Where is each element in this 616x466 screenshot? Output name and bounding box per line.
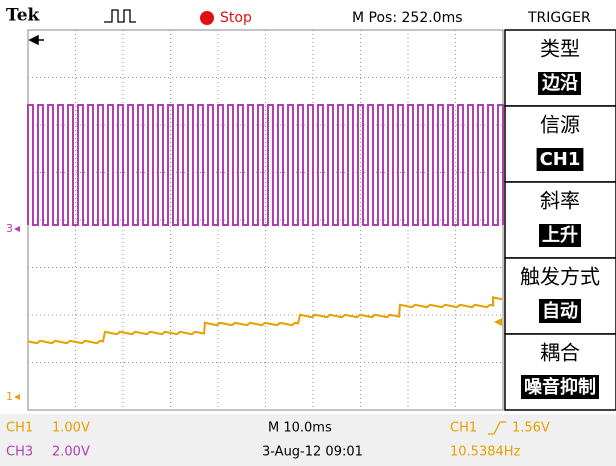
- ch1-label: CH1: [6, 421, 33, 436]
- horizontal-position: M Pos: 252.0ms: [352, 10, 463, 26]
- stop-icon: [200, 11, 214, 25]
- menu-label: 耦合: [540, 341, 580, 365]
- timebase: M 10.0ms: [268, 421, 332, 436]
- menu-label: 类型: [540, 37, 580, 61]
- frequency: 10.5384Hz: [450, 445, 521, 460]
- ch1-scale: 1.00V: [52, 421, 90, 436]
- menu-value: 自动: [542, 300, 578, 322]
- menu-label: 触发方式: [520, 265, 600, 289]
- trigger-level: 1.56V: [512, 421, 550, 436]
- menu-title: TRIGGER: [527, 10, 591, 26]
- menu-value: 噪音抑制: [524, 376, 596, 398]
- menu-value: CH1: [540, 149, 581, 170]
- oscilloscope-screen: Tek Stop M Pos: 252.0ms TRIGGER 3 1 类型边沿…: [0, 0, 616, 466]
- ch1-marker: 1: [6, 390, 13, 403]
- brand: Tek: [6, 6, 41, 26]
- page: Tek Stop M Pos: 252.0ms TRIGGER 3 1 类型边沿…: [0, 0, 616, 466]
- run-state: Stop: [220, 10, 252, 26]
- menu-value: 边沿: [541, 73, 578, 94]
- ch3-scale: 2.00V: [52, 445, 90, 460]
- datetime: 3-Aug-12 09:01: [262, 445, 363, 460]
- menu-label: 信源: [540, 113, 580, 137]
- menu-value: 上升: [542, 225, 578, 246]
- ch3-marker: 3: [6, 222, 13, 235]
- menu-label: 斜率: [540, 189, 580, 213]
- trigger-source: CH1: [450, 421, 477, 436]
- ch3-label: CH3: [6, 445, 33, 460]
